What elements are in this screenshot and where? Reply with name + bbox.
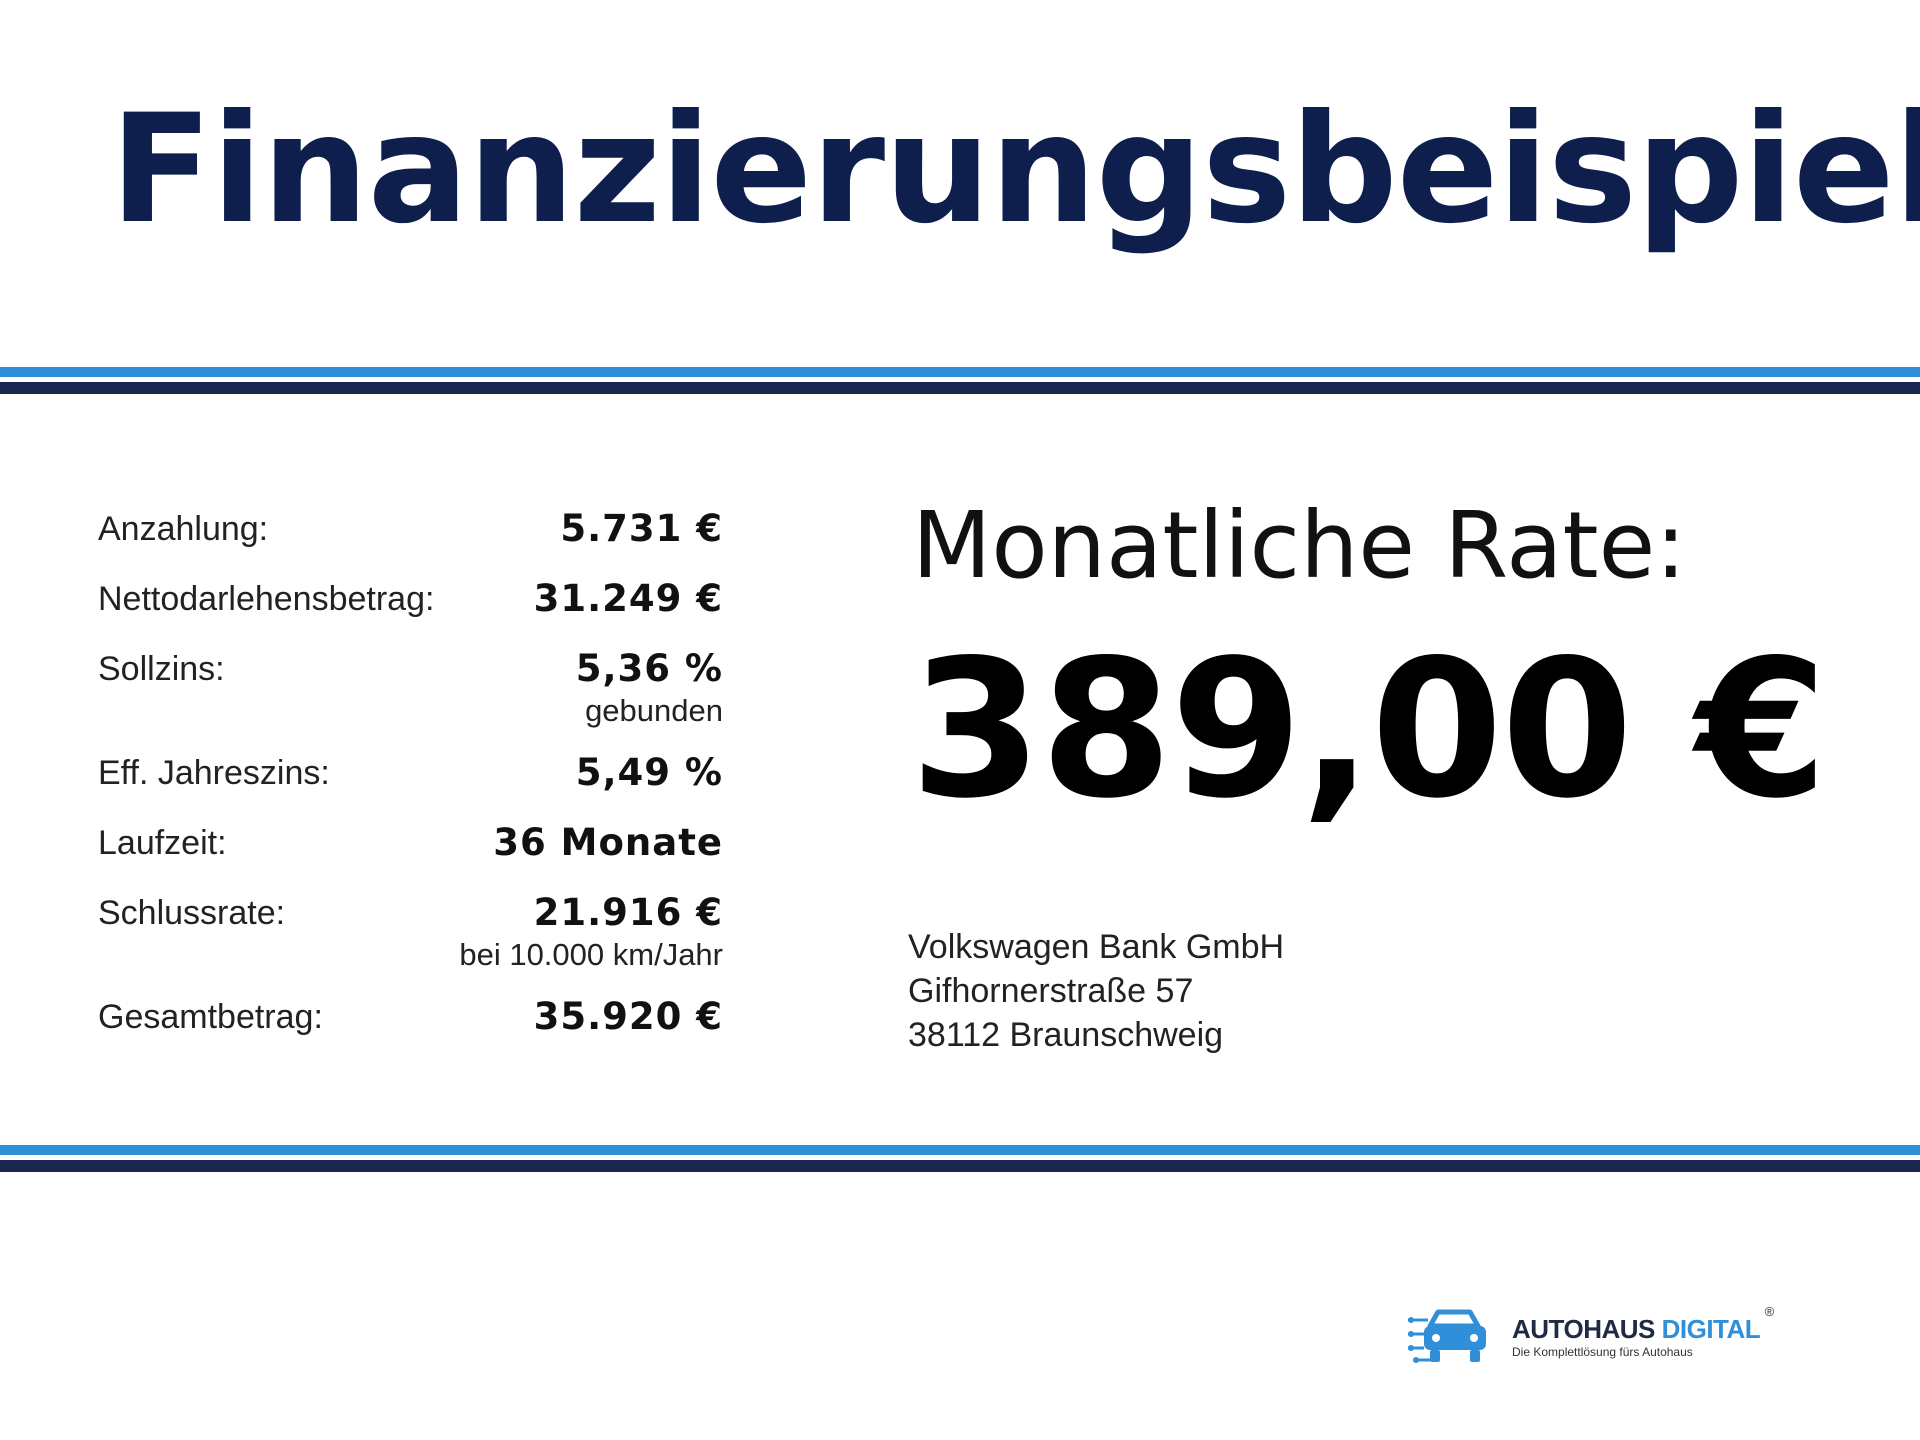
detail-label: Laufzeit:	[98, 824, 227, 862]
registered-mark: ®	[1764, 1304, 1775, 1319]
page-title: Finanzierungsbeispiel	[110, 83, 1920, 257]
detail-label: Eff. Jahreszins:	[98, 754, 330, 792]
monthly-rate-value: 389,00 €	[910, 619, 1828, 840]
detail-label: Sollzins:	[98, 650, 225, 688]
lender-street: Gifhornerstraße 57	[908, 972, 1194, 1010]
detail-row-effektiver-jahreszins: Eff. Jahreszins: 5,49 %	[98, 749, 723, 797]
detail-value: 35.920 €	[533, 995, 723, 1038]
detail-value: 31.249 €	[533, 577, 723, 620]
monthly-rate-title: Monatliche Rate:	[912, 492, 1687, 599]
car-circuit-icon	[1408, 1309, 1486, 1363]
detail-row-laufzeit: Laufzeit: 36 Monate	[98, 819, 723, 867]
logo-name-part2: DIGITAL	[1661, 1314, 1761, 1344]
top-divider-dark	[0, 382, 1920, 394]
detail-label: Gesamtbetrag:	[98, 998, 323, 1036]
detail-row-nettodarlehensbetrag: Nettodarlehensbetrag: 31.249 €	[98, 575, 723, 623]
detail-row-gesamtbetrag: Gesamtbetrag: 35.920 €	[98, 993, 723, 1041]
lender-address: Volkswagen Bank GmbH Gifhornerstraße 57 …	[908, 925, 1284, 1057]
detail-row-schlussrate: Schlussrate: 21.916 € bei 10.000 km/Jahr	[98, 889, 723, 973]
financing-details: Anzahlung: 5.731 € Nettodarlehensbetrag:…	[98, 505, 723, 1041]
detail-value: 5,49 %	[575, 751, 723, 794]
logo-tagline: Die Komplettlösung fürs Autohaus	[1512, 1345, 1693, 1359]
detail-value: 21.916 €	[533, 891, 723, 934]
detail-row-sollzins: Sollzins: 5,36 % gebunden	[98, 645, 723, 729]
bottom-divider	[0, 1145, 1920, 1172]
bottom-divider-dark	[0, 1160, 1920, 1172]
bottom-divider-light	[0, 1145, 1920, 1155]
logo-wordmark: AUTOHAUS DIGITAL	[1512, 1314, 1761, 1344]
detail-row-anzahlung: Anzahlung: 5.731 €	[98, 505, 723, 553]
logo-name-part1: AUTOHAUS	[1512, 1314, 1655, 1344]
detail-note: bei 10.000 km/Jahr	[459, 937, 723, 972]
detail-label: Schlussrate:	[98, 894, 286, 932]
lender-city: 38112 Braunschweig	[908, 1016, 1224, 1054]
detail-note: gebunden	[585, 693, 723, 728]
detail-label: Nettodarlehensbetrag:	[98, 580, 435, 618]
detail-value: 5.731 €	[560, 507, 723, 550]
lender-name: Volkswagen Bank GmbH	[908, 928, 1285, 966]
top-divider-light	[0, 367, 1920, 377]
detail-value: 5,36 %	[575, 647, 723, 690]
autohaus-digital-logo: AUTOHAUS DIGITAL Die Komplettlösung fürs…	[1408, 1304, 1774, 1368]
detail-value: 36 Monate	[493, 821, 723, 864]
top-divider	[0, 367, 1920, 394]
detail-label: Anzahlung:	[98, 510, 269, 548]
